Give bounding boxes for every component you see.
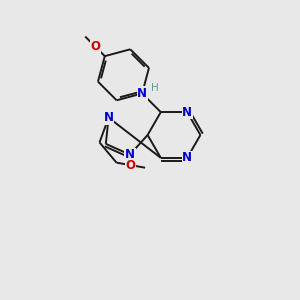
Text: N: N [182, 152, 192, 164]
Text: N: N [137, 87, 147, 100]
Text: O: O [91, 40, 100, 53]
Text: N: N [182, 106, 192, 118]
Text: N: N [103, 111, 114, 124]
Text: H: H [151, 83, 158, 93]
Text: N: N [125, 148, 135, 161]
Text: O: O [126, 159, 136, 172]
